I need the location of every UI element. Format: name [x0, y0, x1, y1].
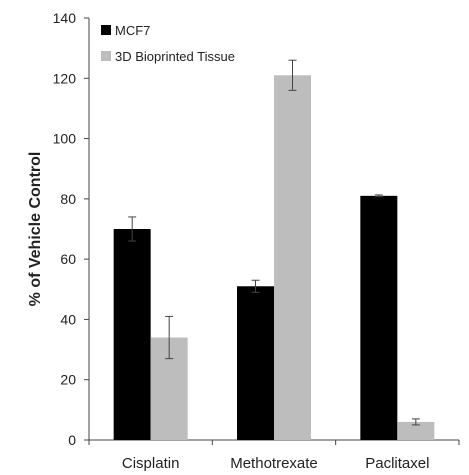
error-bar-mcf7-methotrexate	[251, 279, 260, 293]
legend-swatch-3d-bioprinted-tissue	[101, 51, 111, 61]
bar-mcf7-cisplatin	[113, 229, 151, 440]
legend-label-3d-bioprinted-tissue: 3D Bioprinted Tissue	[115, 49, 235, 64]
y-axis-label: % of Vehicle Control	[27, 152, 44, 307]
bar-3d-bioprinted-tissue-paclitaxel	[397, 421, 435, 440]
legend: MCF7 3D Bioprinted Tissue	[101, 23, 235, 64]
error-bar-mcf7-cisplatin	[128, 216, 137, 242]
y-tick-label: 140	[53, 10, 77, 26]
y-ticks: 0 20 40 60 80 100 120 140	[53, 10, 89, 448]
error-bar-3d-bioprinted-tissue-methotrexate	[288, 59, 297, 91]
bar-3d-bioprinted-tissue-methotrexate	[274, 75, 311, 441]
x-tick-label-paclitaxel: Paclitaxel	[365, 455, 429, 472]
error-bars	[128, 59, 420, 426]
y-tick-label: 40	[60, 311, 76, 327]
bars	[113, 75, 435, 441]
error-bar-3d-bioprinted-tissue-cisplatin	[165, 315, 174, 360]
y-tick-label: 120	[53, 70, 77, 86]
x-tick-labels: Cisplatin Methotrexate Paclitaxel	[88, 440, 460, 472]
x-tick-label-methotrexate: Methotrexate	[230, 455, 318, 472]
y-tick-label: 80	[60, 191, 76, 207]
y-tick-label: 0	[68, 432, 76, 448]
x-tick-label-cisplatin: Cisplatin	[122, 455, 180, 472]
error-bar-3d-bioprinted-tissue-paclitaxel	[411, 418, 420, 426]
y-tick-label: 100	[53, 131, 77, 147]
legend-swatch-mcf7	[101, 25, 111, 35]
y-tick-label: 20	[60, 372, 76, 388]
bar-mcf7-paclitaxel	[360, 195, 398, 440]
error-bar-mcf7-paclitaxel	[374, 194, 383, 198]
y-tick-label: 60	[60, 251, 76, 267]
legend-label-mcf7: MCF7	[115, 23, 150, 38]
bar-mcf7-methotrexate	[237, 286, 274, 440]
